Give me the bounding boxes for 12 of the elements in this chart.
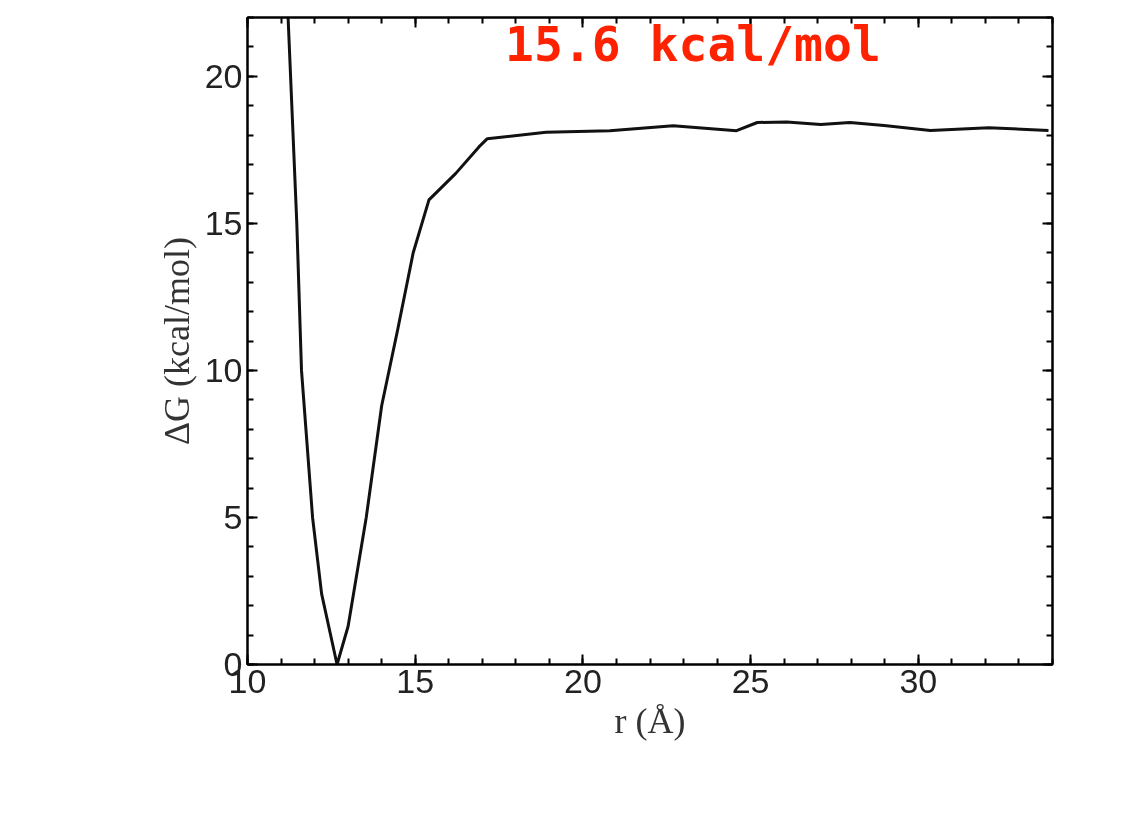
x-tick-label: 15	[396, 661, 435, 700]
line-series	[286, 17, 1050, 665]
y-tick-label: 5	[223, 497, 243, 536]
y-tick-label: 20	[204, 56, 243, 95]
annotation: 15.6 kcal/mol	[505, 16, 881, 73]
x-tick-label: 20	[564, 661, 602, 700]
y-tick-label: 15	[204, 203, 243, 242]
y-tick-label: 10	[204, 350, 243, 389]
y-axis-title: ΔG (kcal/mol)	[156, 236, 197, 446]
x-tick-label: 25	[731, 661, 770, 700]
x-tick-label: 30	[899, 661, 938, 700]
x-axis-title: r (Å)	[614, 700, 686, 741]
